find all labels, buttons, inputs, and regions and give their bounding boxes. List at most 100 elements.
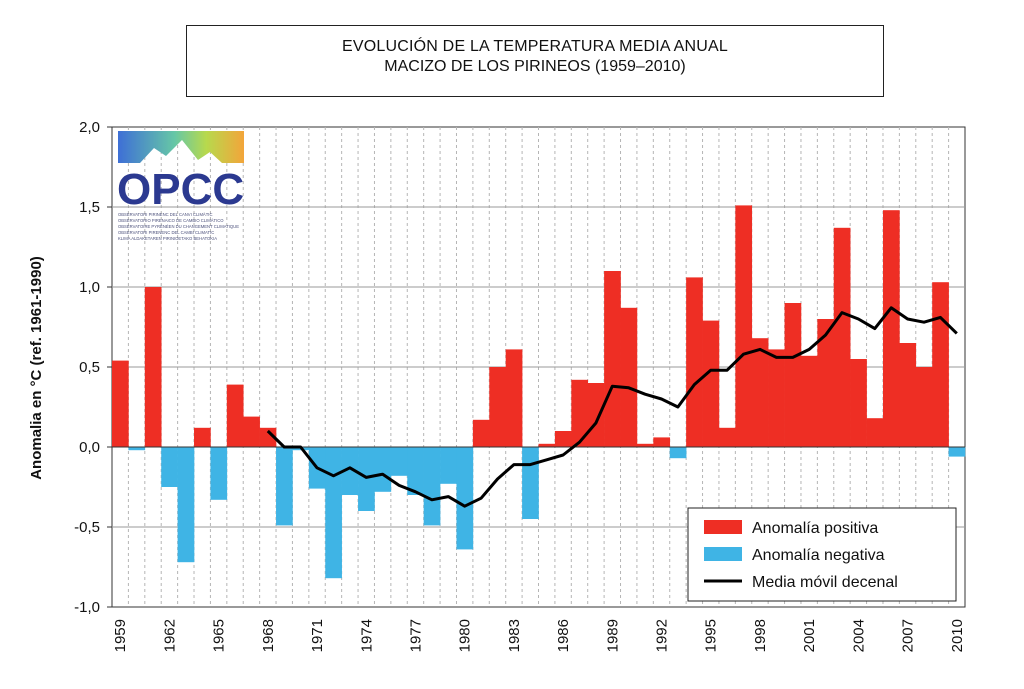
bar-2004	[850, 359, 867, 447]
bar-1988	[587, 383, 605, 447]
bar-1965	[210, 447, 228, 500]
x-tick-label: 2007	[900, 619, 917, 652]
bar-1989	[604, 271, 621, 447]
bar-1977	[407, 447, 424, 495]
x-tick-label: 1989	[604, 619, 621, 652]
bar-1980	[456, 447, 474, 550]
x-tick-label: 1983	[506, 619, 523, 652]
x-tick-label: 1977	[408, 619, 425, 652]
bar-1966	[226, 384, 244, 447]
bar-1986	[554, 431, 572, 447]
bar-2007	[899, 343, 917, 447]
bar-1960	[128, 447, 146, 451]
bar-1968	[259, 427, 277, 447]
bar-1995	[702, 320, 720, 447]
bar-1994	[686, 277, 703, 447]
legend: Anomalía positiva Anomalía negativa Medi…	[687, 507, 957, 602]
bar-2002	[817, 319, 835, 447]
opcc-logo-line: OBSERVATORIO PIRENAICO DE CAMBIO CLIMÁTI…	[118, 218, 224, 223]
legend-swatch-negative	[704, 547, 742, 561]
bar-1974	[358, 447, 375, 511]
bar-1969	[276, 447, 293, 526]
opcc-logo-text: OPCC	[117, 165, 244, 214]
mountain-banner-icon	[118, 131, 244, 163]
bar-1998	[751, 338, 769, 447]
x-tick-label: 1998	[752, 619, 769, 652]
y-tick-label: 1,0	[79, 279, 100, 296]
x-tick-label: 2010	[949, 619, 966, 652]
y-tick-label: -0,5	[74, 519, 100, 536]
y-ticks: 2,0 1,5 1,0 0,5 0,0 -0,5 -1,0	[74, 119, 112, 616]
x-tick-label: 1959	[112, 619, 129, 652]
x-tick-label: 1992	[654, 619, 671, 652]
x-tick-label: 1971	[309, 619, 326, 652]
bar-1999	[768, 349, 785, 447]
x-tick-label: 1974	[358, 619, 375, 652]
bar-2005	[866, 418, 884, 447]
bar-1992	[653, 437, 671, 447]
bar-1985	[538, 443, 556, 447]
x-tick-label: 1995	[703, 619, 720, 652]
x-tick-label: 1980	[457, 619, 474, 652]
legend-label-moving-average: Media móvil decenal	[752, 574, 898, 591]
opcc-logo: OPCC OBSERVATORI PIRINENC DEL CANVI CLIM…	[117, 131, 244, 241]
bar-1973	[341, 447, 359, 495]
opcc-logo-line: OBSERVATOIRE PYRÉNÉEN DU CHANGEMENT CLIM…	[118, 224, 239, 229]
x-tick-label: 1962	[161, 619, 178, 652]
bar-2003	[833, 227, 851, 447]
x-tick-label: 1965	[211, 619, 228, 652]
bar-1964	[194, 427, 211, 447]
legend-label-positive: Anomalía positiva	[752, 520, 878, 537]
moving-average	[266, 306, 958, 508]
opcc-logo-subtitle: OBSERVATORI PIRINENC DEL CANVI CLIMÀTICO…	[118, 212, 239, 241]
bar-1984	[522, 447, 539, 519]
x-tick-label: 1986	[555, 619, 572, 652]
bar-1961	[144, 287, 162, 447]
bar-1975	[374, 447, 392, 492]
x-tick-label: 2004	[850, 619, 867, 652]
x-tick-label: 2001	[801, 619, 818, 652]
bar-1972	[325, 447, 342, 579]
bar-2006	[882, 210, 900, 447]
y-tick-label: 0,0	[79, 439, 100, 456]
moving-average-line	[266, 306, 958, 508]
bar-2009	[932, 282, 949, 447]
bar-1979	[440, 447, 457, 484]
bar-1976	[390, 447, 408, 476]
legend-swatch-positive	[704, 520, 742, 534]
x-ticks: 1959 1962 1965 1968 1971 1974 1977 1980 1983 1986…	[112, 619, 966, 652]
bar-1997	[735, 205, 753, 447]
bar-1990	[620, 307, 638, 447]
bar-2010	[948, 447, 966, 457]
opcc-logo-line: KLIMA ALDAKETAREN PIRINIOETAKO BEHATOKIA	[118, 236, 217, 241]
bar-1962	[161, 447, 178, 487]
bar-1996	[718, 427, 736, 447]
y-tick-label: 0,5	[79, 359, 100, 376]
y-axis-label: Anomalia en °C (ref. 1961-1990)	[28, 256, 45, 480]
bar-1987	[571, 379, 589, 447]
y-tick-label: 2,0	[79, 119, 100, 136]
bar-2008	[915, 367, 933, 447]
opcc-logo-line: OBSERVATORI PIRENENC DEL CAMBI CLIMATIC	[118, 230, 214, 235]
y-tick-label: -1,0	[74, 599, 100, 616]
bar-1981	[472, 419, 490, 447]
bar-1963	[177, 447, 195, 563]
bar-1967	[243, 416, 260, 447]
bar-1991	[636, 443, 654, 447]
bars	[112, 205, 966, 579]
legend-label-negative: Anomalía negativa	[752, 547, 885, 564]
bar-1982	[489, 367, 506, 447]
opcc-logo-line: OBSERVATORI PIRINENC DEL CANVI CLIMÀTIC	[118, 212, 212, 217]
y-tick-label: 1,5	[79, 199, 100, 216]
chart-subtitle: MACIZO DE LOS PIRINEOS (1959–2010)	[384, 58, 686, 75]
bar-1983	[505, 349, 523, 447]
bar-2001	[800, 355, 818, 447]
bar-1993	[669, 447, 687, 459]
bar-1959	[112, 360, 129, 447]
bar-1978	[423, 447, 441, 526]
title-box: EVOLUCIÓN DE LA TEMPERATURA MEDIA ANUAL …	[186, 25, 884, 97]
bar-2000	[784, 303, 802, 447]
chart-title: EVOLUCIÓN DE LA TEMPERATURA MEDIA ANUAL	[342, 38, 728, 55]
x-tick-label: 1968	[260, 619, 277, 652]
